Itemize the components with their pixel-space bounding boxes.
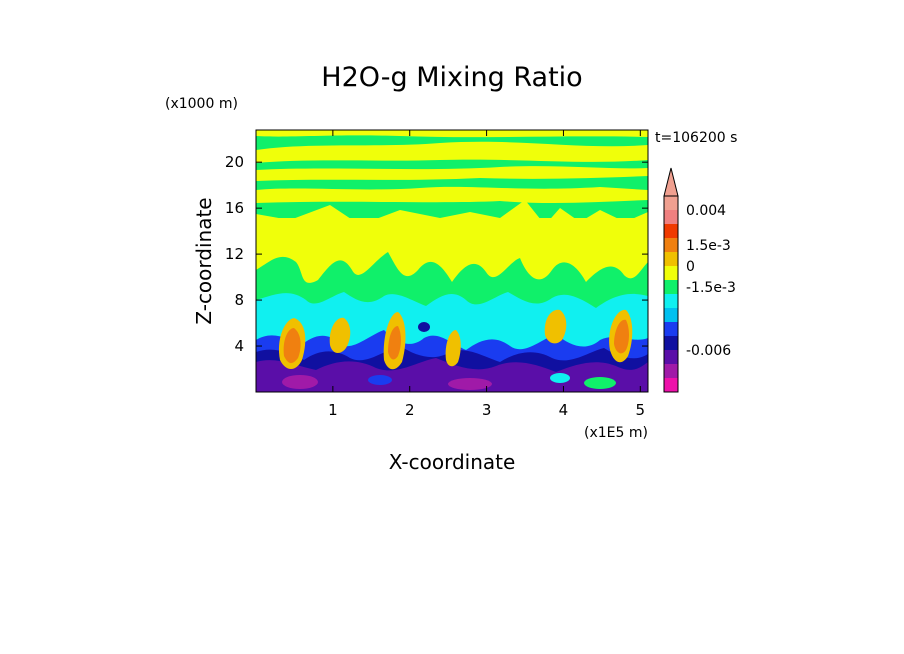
chart-title: H2O-g Mixing Ratio [321, 62, 582, 93]
colorbar-swatch [664, 364, 678, 378]
colorbar-swatch [664, 238, 678, 252]
colorbar-swatch [664, 336, 678, 350]
y-tick-label: 16 [225, 199, 244, 217]
colorbar-label: -0.006 [686, 343, 731, 359]
moist-plume [445, 330, 461, 367]
x-tick-label: 1 [328, 401, 338, 419]
colorbar-swatch [664, 196, 678, 210]
surface-cell [448, 378, 492, 390]
colorbar-swatch [664, 322, 678, 336]
top-yellow-strip [256, 130, 648, 138]
surface-cell [550, 373, 570, 383]
colorbar: 0.004 1.5e-3 0 -1.5e-3 -0.006 [663, 167, 736, 393]
moist-plume-core [388, 326, 401, 360]
moist-plume [544, 309, 567, 344]
moist-plume-core [283, 328, 301, 364]
x-axis-label: X-coordinate [389, 450, 516, 474]
surface-cell [584, 377, 616, 389]
colorbar-swatch [664, 210, 678, 224]
y-tick-label: 12 [225, 245, 244, 263]
time-label: t=106200 s [655, 130, 737, 146]
y-scale-label: (x1000 m) [165, 96, 238, 112]
colorbar-swatch [664, 224, 678, 238]
moist-plume [329, 317, 351, 354]
surface-cell [368, 375, 392, 385]
small-blue-cell [418, 322, 430, 332]
strat-yellow-band-3 [256, 186, 648, 203]
y-tick-label: 4 [234, 337, 244, 355]
y-axis: 4 8 12 16 20 [225, 153, 648, 355]
colorbar-label: 0 [686, 259, 695, 275]
colorbar-extend-arrow [663, 167, 679, 197]
x-axis: 1 2 3 4 5 [328, 130, 645, 419]
x-tick-label: 4 [559, 401, 569, 419]
colorbar-swatch [664, 266, 678, 280]
x-tick-label: 3 [482, 401, 492, 419]
y-tick-label: 8 [234, 291, 244, 309]
colorbar-label: 0.004 [686, 203, 726, 219]
x-tick-label: 2 [405, 401, 415, 419]
moist-plume-core [614, 319, 629, 354]
colorbar-label: 1.5e-3 [686, 238, 731, 254]
purple-surface-layer [256, 358, 648, 392]
colorbar-swatch [664, 252, 678, 266]
y-axis-label: Z-coordinate [192, 197, 216, 324]
y-tick-label: 20 [225, 153, 244, 171]
colorbar-swatch [664, 308, 678, 322]
tropopause-spikes [256, 200, 648, 235]
strat-yellow-band-2 [256, 166, 648, 181]
colorbar-swatch [664, 280, 678, 294]
plot-frame [255, 129, 649, 393]
strat-yellow-band-1 [256, 141, 648, 163]
colorbar-swatch [664, 350, 678, 364]
colorbar-swatch [664, 378, 678, 392]
x-tick-label: 5 [636, 401, 646, 419]
surface-cell [282, 375, 318, 389]
colorbar-swatch [664, 294, 678, 308]
colorbar-label: -1.5e-3 [686, 280, 736, 296]
x-scale-label: (x1E5 m) [584, 425, 648, 441]
plot-area [256, 130, 648, 392]
